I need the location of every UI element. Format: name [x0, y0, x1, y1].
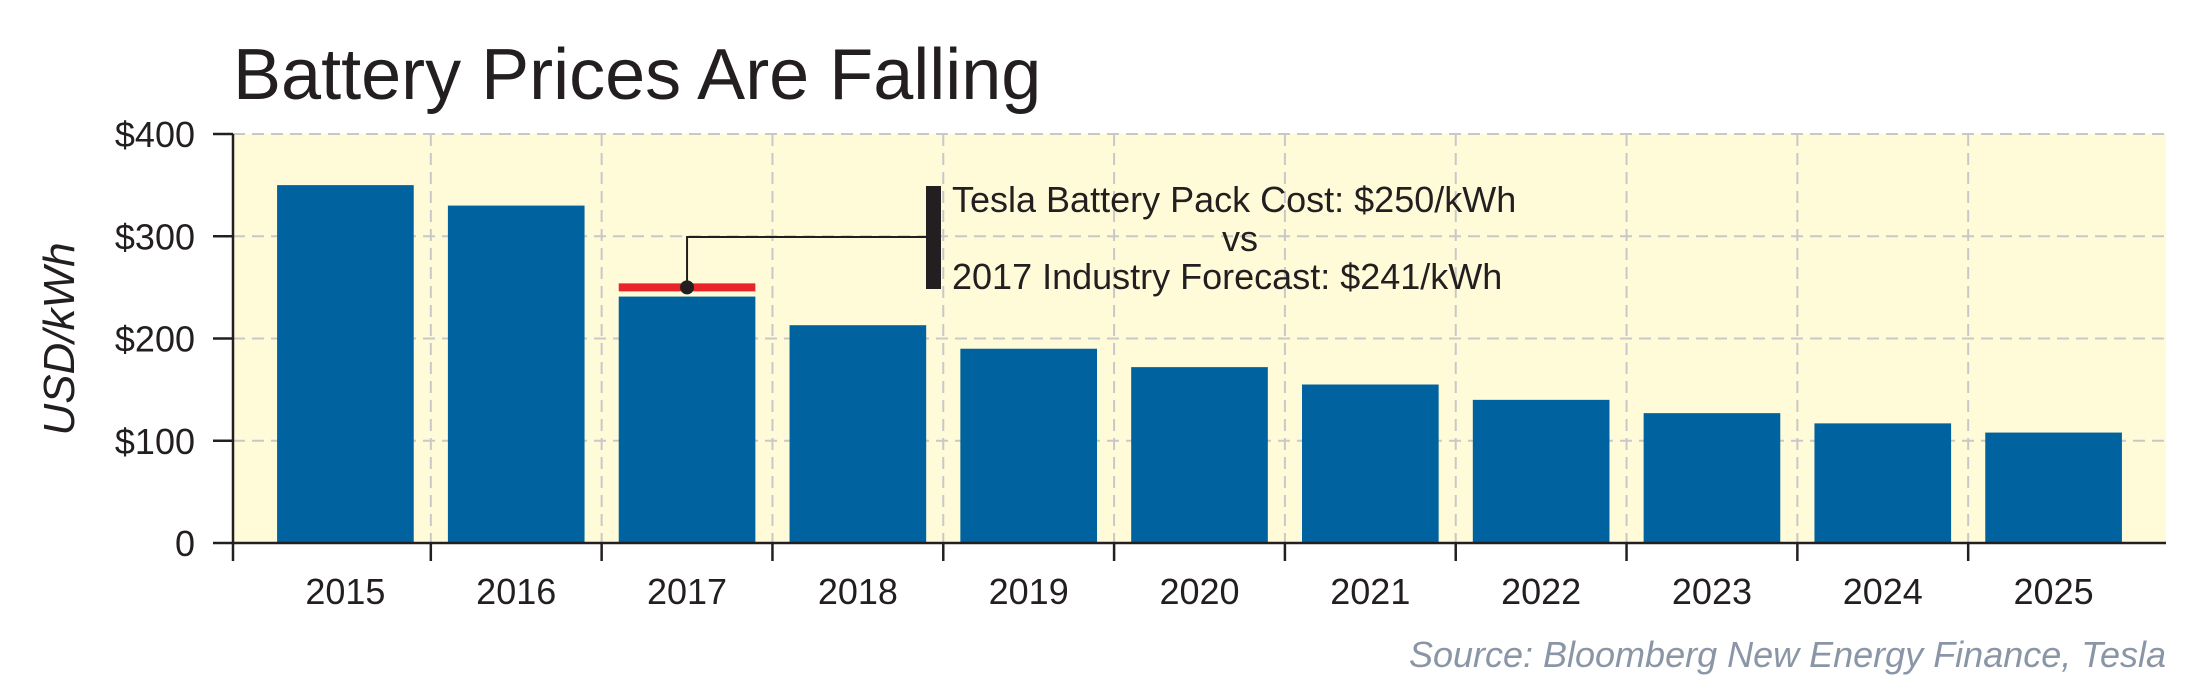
bar-2023: [1643, 413, 1781, 543]
ticks: [213, 132, 1970, 561]
y-tick-label-0: 0: [175, 523, 195, 564]
x-tick-label-2016: 2016: [476, 571, 556, 612]
x-tick-label-2024: 2024: [1843, 571, 1923, 612]
x-tick-label-2023: 2023: [1672, 571, 1752, 612]
annotation-connector: [686, 236, 926, 288]
bar-2018: [789, 325, 927, 543]
bar-2019: [960, 348, 1098, 543]
gridlines: [233, 133, 2166, 543]
bar-2024: [1814, 423, 1952, 543]
bar-2021: [1301, 384, 1439, 543]
annotation-line-vs: vs: [1222, 218, 1258, 259]
tesla-cost-annotation: Tesla Battery Pack Cost: $250/kWh vs 201…: [618, 179, 1516, 297]
tesla-cost-marker-dot: [680, 280, 695, 295]
x-tick-label-2019: 2019: [989, 571, 1069, 612]
bar-2016: [447, 205, 585, 543]
annotation-line-forecast: 2017 Industry Forecast: $241/kWh: [952, 256, 1502, 297]
bar-2025: [1985, 432, 2122, 543]
x-tick-label-2022: 2022: [1501, 571, 1581, 612]
x-tick-label-2018: 2018: [818, 571, 898, 612]
annotation-line-tesla: Tesla Battery Pack Cost: $250/kWh: [952, 179, 1516, 220]
source-note: Source: Bloomberg New Energy Finance, Te…: [1409, 634, 2166, 675]
bar-2020: [1131, 367, 1268, 543]
annotation-bracket-bar: [926, 186, 941, 289]
bars: [277, 185, 2122, 543]
y-axis-title: USD/kWh: [35, 242, 84, 435]
x-tick-label-2020: 2020: [1159, 571, 1239, 612]
tick-labels: 0 $100 $200 $300 $400 2015 2016 2017 2018 2019 202…: [115, 114, 2094, 612]
bar-2022: [1472, 399, 1610, 543]
x-tick-label-2015: 2015: [305, 571, 385, 612]
bar-2015: [277, 185, 414, 543]
chart-title: Battery Prices Are Falling: [233, 35, 1041, 115]
x-tick-label-2025: 2025: [2014, 571, 2094, 612]
y-tick-label-100: $100: [115, 421, 195, 462]
x-tick-label-2021: 2021: [1330, 571, 1410, 612]
x-tick-label-2017: 2017: [647, 571, 727, 612]
bar-2017: [618, 296, 756, 543]
y-tick-label-300: $300: [115, 216, 195, 257]
y-tick-label-400: $400: [115, 114, 195, 155]
y-tick-label-200: $200: [115, 319, 195, 360]
